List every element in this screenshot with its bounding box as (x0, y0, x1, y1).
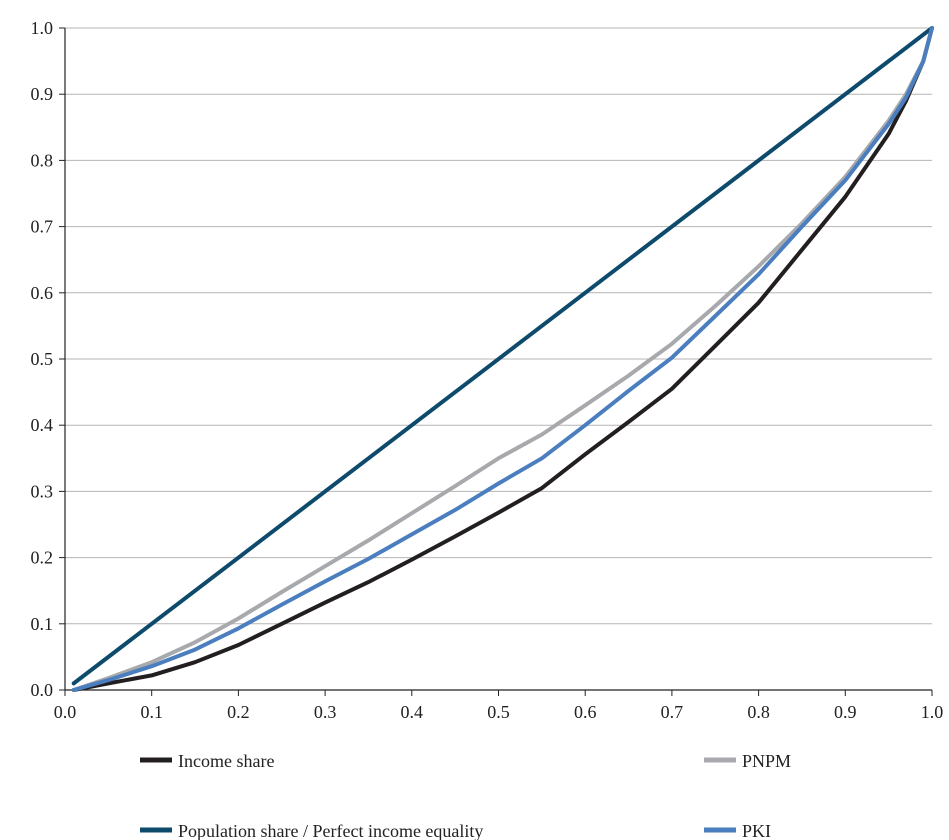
series-line-pnpm (71, 26, 934, 692)
y-tick-label: 1.0 (31, 18, 54, 38)
y-tick-label: 0.9 (31, 84, 54, 104)
x-tick-label: 0.1 (140, 702, 163, 722)
legend-item-pnpm: PNPM (704, 751, 791, 771)
legend-item-population-share: Population share / Perfect income equali… (140, 821, 483, 840)
x-tick-label: 0.2 (227, 702, 250, 722)
legend: Income share Population share / Perfect … (140, 751, 791, 840)
series-line-population-share-perfect-income-equality (71, 26, 934, 686)
x-tick-label: 0.3 (314, 702, 337, 722)
gridlines (65, 27, 932, 625)
y-axis-ticks: 0.0 0.1 0.2 0.3 0.4 0.5 0.6 0.7 0.8 0.9 1.0 (31, 18, 65, 700)
series-line-income-share (71, 26, 934, 692)
x-tick-label: 0.6 (574, 702, 597, 722)
y-tick-label: 0.8 (31, 150, 54, 170)
legend-label-population-share: Population share / Perfect income equali… (178, 821, 483, 840)
x-axis-ticks: 0.0 0.1 0.2 0.3 0.4 0.5 0.6 0.7 0.8 0.9 1.0 (54, 690, 944, 722)
legend-item-income-share: Income share (140, 751, 274, 771)
y-tick-label: 0.1 (31, 614, 54, 634)
x-tick-label: 0.9 (834, 702, 857, 722)
series-line-pki (71, 26, 934, 692)
y-tick-label: 0.3 (31, 481, 54, 501)
x-tick-label: 0.0 (54, 702, 77, 722)
legend-label-pki: PKI (742, 821, 771, 840)
series-lines (71, 26, 934, 692)
x-tick-label: 0.5 (487, 702, 510, 722)
y-tick-label: 0.5 (31, 349, 54, 369)
x-tick-label: 1.0 (921, 702, 944, 722)
legend-item-pki: PKI (704, 821, 771, 840)
x-tick-label: 0.8 (747, 702, 770, 722)
y-tick-label: 0.4 (31, 415, 54, 435)
y-tick-label: 0.6 (31, 283, 54, 303)
y-tick-label: 0.2 (31, 548, 54, 568)
legend-label-pnpm: PNPM (742, 751, 791, 771)
y-tick-label: 0.0 (31, 680, 54, 700)
x-tick-label: 0.7 (661, 702, 684, 722)
legend-label-income-share: Income share (178, 751, 274, 771)
x-tick-label: 0.4 (401, 702, 424, 722)
y-tick-label: 0.7 (31, 217, 54, 237)
